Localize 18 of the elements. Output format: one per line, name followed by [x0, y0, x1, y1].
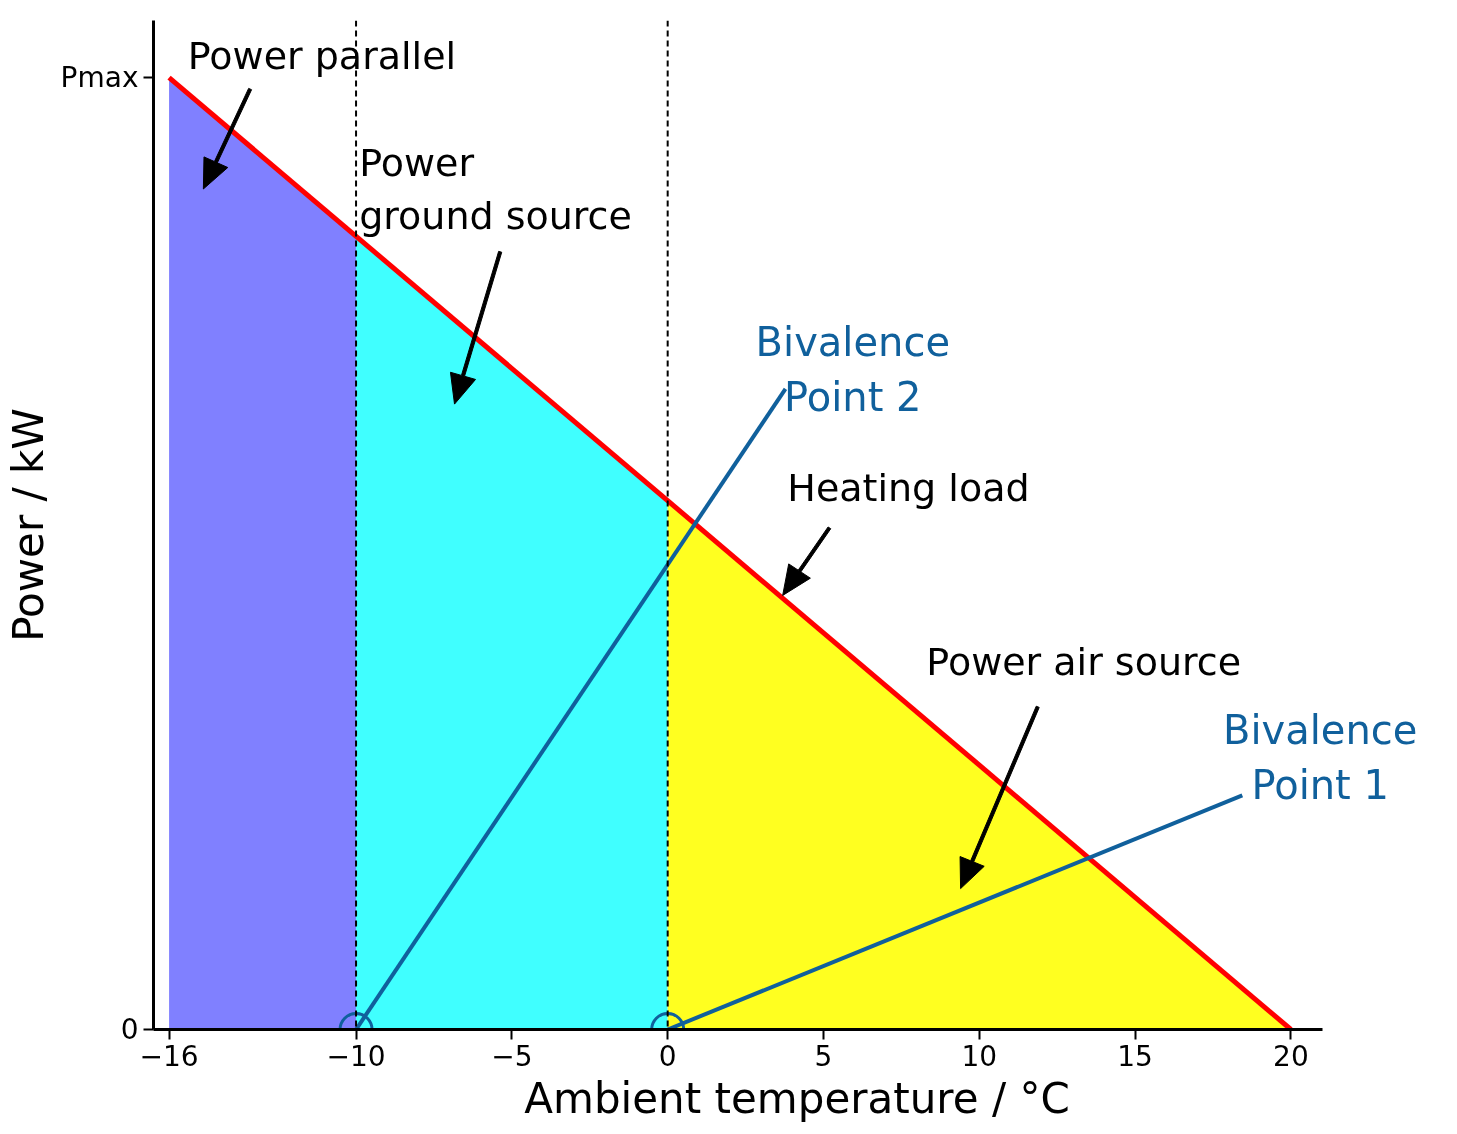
x-tick-label: −16	[139, 1039, 199, 1073]
x-tick-label: −10	[326, 1039, 386, 1073]
x-tick-label: 10	[961, 1039, 998, 1073]
series-label: Bivalence Point 1	[1223, 706, 1418, 808]
y-axis-title: Power / kW	[3, 408, 53, 642]
annotation: Power parallel	[187, 33, 457, 78]
x-tick-label: 0	[658, 1039, 677, 1073]
x-tick-label: −5	[491, 1039, 533, 1073]
text: 0	[120, 1013, 139, 1046]
x-axis-title: Ambient temperature / °C	[524, 1073, 1070, 1123]
annotation: Power air source	[926, 639, 1242, 684]
x-tick-label: 5	[814, 1039, 833, 1073]
text: Pmax	[60, 61, 139, 95]
annotation: Heating load	[787, 465, 1030, 510]
annotation: Power ground source	[359, 141, 632, 239]
x-tick-label: 15	[1117, 1039, 1153, 1073]
x-tick-label: 20	[1273, 1039, 1309, 1073]
series-label: Bivalence Point 2	[755, 319, 950, 421]
